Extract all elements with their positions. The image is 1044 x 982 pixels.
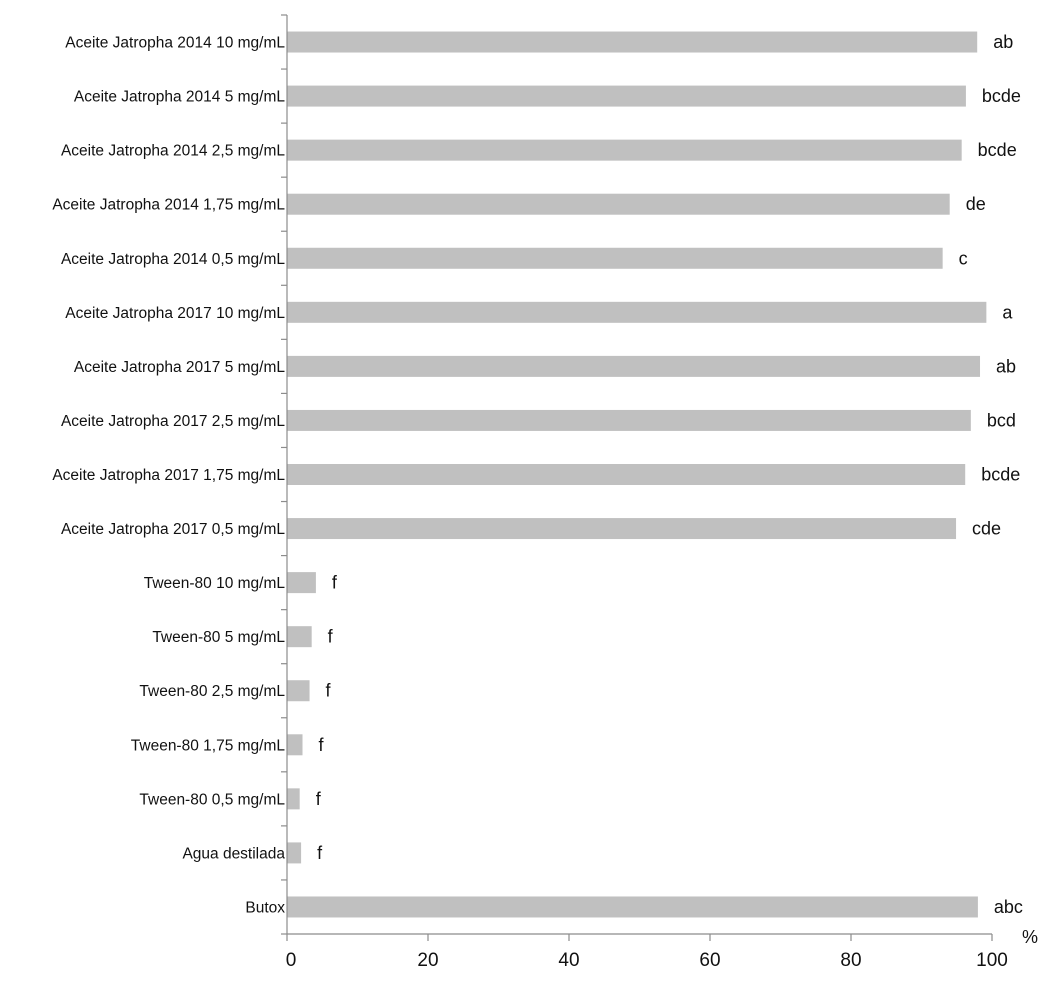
category-label-4: Aceite Jatropha 2014 1,75 mg/mL <box>52 197 285 214</box>
bar-12 <box>287 626 312 648</box>
x-tick-label-0: 0 <box>286 950 297 971</box>
x-axis-unit-label: % <box>1022 927 1038 947</box>
category-label-2: Aceite Jatropha 2014 5 mg/mL <box>74 89 285 106</box>
x-tick-label-20: 20 <box>417 950 438 971</box>
category-label-17: Butox <box>245 899 285 916</box>
y-axis-ticks <box>281 14 287 935</box>
significance-label-7: ab <box>996 356 1016 376</box>
significance-label-15: f <box>316 789 322 809</box>
category-label-5: Aceite Jatropha 2014 0,5 mg/mL <box>61 251 285 268</box>
bar-13 <box>287 680 310 702</box>
bar-5 <box>287 247 943 269</box>
significance-label-13: f <box>326 681 332 701</box>
category-labels-group: Aceite Jatropha 2014 10 mg/mL Aceite Jatr… <box>52 35 285 917</box>
category-label-3: Aceite Jatropha 2014 2,5 mg/mL <box>61 143 285 160</box>
category-label-7: Aceite Jatropha 2017 5 mg/mL <box>74 359 285 376</box>
significance-label-1: ab <box>993 32 1013 52</box>
significance-label-11: f <box>332 573 338 593</box>
bar-2 <box>287 85 966 107</box>
significance-label-10: cde <box>972 519 1001 539</box>
bar-15 <box>287 788 300 810</box>
significance-label-6: a <box>1002 302 1013 322</box>
x-tick-label-60: 60 <box>699 950 720 971</box>
bar-9 <box>287 464 966 485</box>
x-tick-label-100: 100 <box>976 950 1008 971</box>
bar-11 <box>287 572 316 594</box>
significance-labels-group: ab bcde bcde de c a ab bcd bcde cde f f f f f f abc <box>316 32 1023 917</box>
significance-label-5: c <box>959 248 968 268</box>
x-axis-ticks: 0 20 40 60 80 100 <box>286 934 1008 971</box>
category-label-6: Aceite Jatropha 2017 10 mg/mL <box>65 305 285 322</box>
bar-7 <box>287 355 981 377</box>
x-tick-label-40: 40 <box>558 950 579 971</box>
category-label-10: Aceite Jatropha 2017 0,5 mg/mL <box>61 521 285 538</box>
bar-17 <box>287 896 978 918</box>
category-label-14: Tween-80 1,75 mg/mL <box>131 737 286 754</box>
significance-label-4: de <box>966 194 986 214</box>
bar-4 <box>287 193 950 215</box>
category-label-15: Tween-80 0,5 mg/mL <box>139 791 285 808</box>
bar-10 <box>287 518 957 540</box>
significance-label-3: bcde <box>978 140 1017 160</box>
significance-label-8: bcd <box>987 410 1016 430</box>
significance-label-17: abc <box>994 897 1023 917</box>
significance-label-9: bcde <box>981 465 1020 485</box>
category-label-1: Aceite Jatropha 2014 10 mg/mL <box>65 35 285 52</box>
bar-1 <box>287 31 978 53</box>
bar-8 <box>287 409 971 431</box>
category-label-13: Tween-80 2,5 mg/mL <box>139 683 285 700</box>
bar-16 <box>287 842 302 864</box>
significance-label-14: f <box>319 735 325 755</box>
bar-14 <box>287 734 303 756</box>
category-label-16: Agua destilada <box>182 845 285 862</box>
bar-3 <box>287 139 962 161</box>
category-label-11: Tween-80 10 mg/mL <box>144 575 286 592</box>
x-tick-label-80: 80 <box>840 950 861 971</box>
bars-group <box>287 31 987 918</box>
significance-label-16: f <box>317 843 323 863</box>
significance-label-12: f <box>328 627 334 647</box>
category-label-9: Aceite Jatropha 2017 1,75 mg/mL <box>52 467 285 484</box>
bar-6 <box>287 301 987 323</box>
significance-label-2: bcde <box>982 86 1021 106</box>
category-label-8: Aceite Jatropha 2017 2,5 mg/mL <box>61 413 285 430</box>
category-label-12: Tween-80 5 mg/mL <box>152 629 285 646</box>
